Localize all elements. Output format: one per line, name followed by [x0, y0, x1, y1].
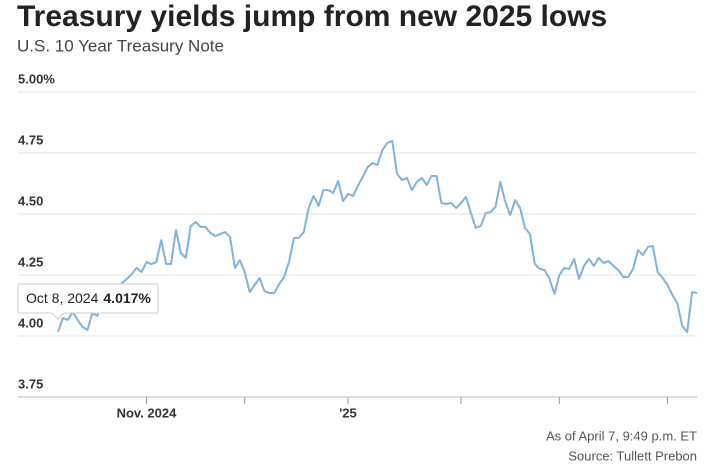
chart-subtitle: U.S. 10 Year Treasury Note — [17, 36, 224, 55]
tooltip-text: Oct 8, 2024 4.017% — [26, 290, 151, 306]
footnote: As of April 7, 9:49 p.m. ET — [546, 428, 697, 443]
tooltip: Oct 8, 2024 4.017% — [17, 283, 159, 320]
y-tick-label: 4.50 — [18, 193, 43, 208]
chart-title: Treasury yields jump from new 2025 lows — [17, 0, 607, 33]
source: Source: Tullett Prebon — [568, 448, 697, 463]
tooltip-box — [17, 283, 159, 320]
x-tick-label: '25 — [339, 405, 357, 420]
y-tick-label: 3.75 — [18, 376, 43, 391]
line — [57, 140, 698, 334]
tooltip-value: 4.017% — [103, 290, 151, 306]
y-tick-label: 4.25 — [18, 254, 43, 269]
y-tick-label: 4.75 — [18, 132, 43, 147]
tooltip-date: Oct 8, 2024 — [26, 290, 99, 306]
y-tick-label: 5.00% — [18, 71, 55, 86]
x-tick-label: Nov. 2024 — [117, 405, 178, 420]
y-tick-label: 4.00 — [18, 315, 43, 330]
